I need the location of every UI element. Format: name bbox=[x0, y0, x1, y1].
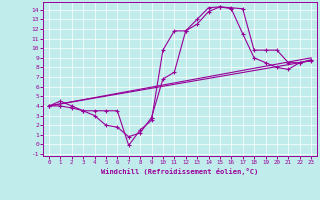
X-axis label: Windchill (Refroidissement éolien,°C): Windchill (Refroidissement éolien,°C) bbox=[101, 168, 259, 175]
